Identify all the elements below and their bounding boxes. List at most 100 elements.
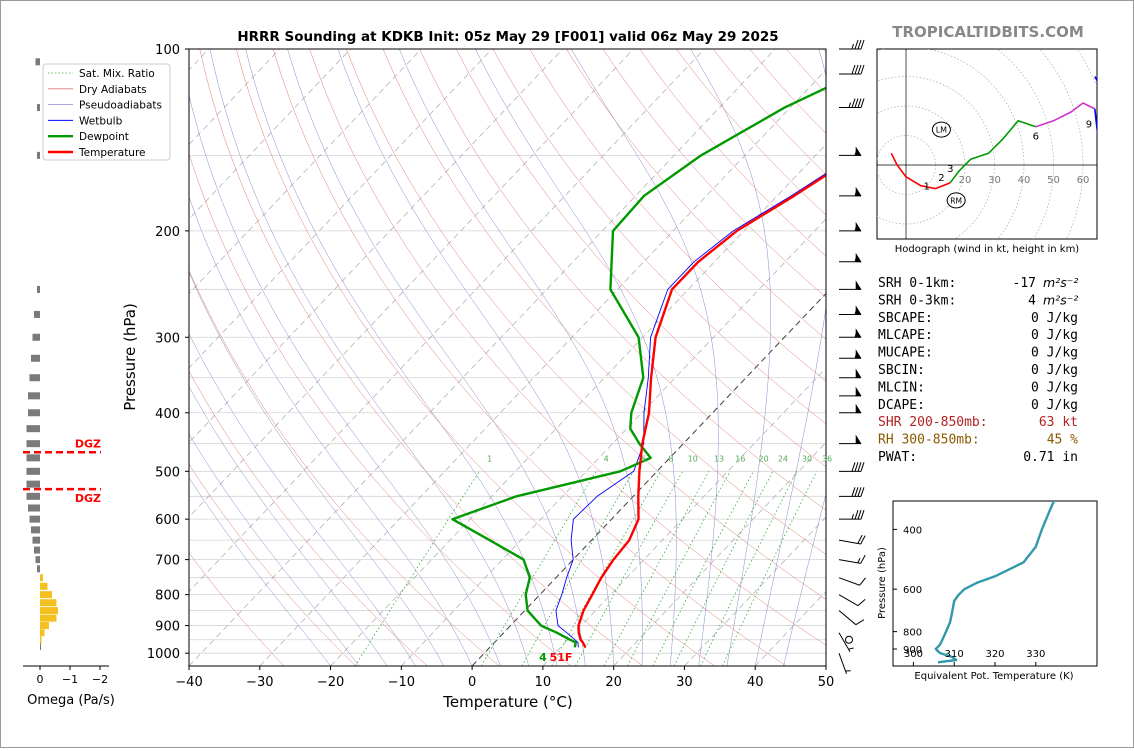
omega-bar [31, 526, 40, 533]
barb-full [861, 555, 866, 563]
x-tick-label: 20 [605, 675, 622, 690]
mixing-ratio-label: 1 [487, 455, 492, 464]
omega-bar [40, 583, 48, 590]
wind-barb [839, 595, 865, 606]
pseudoadiabat-line [164, 108, 473, 666]
mixing-ratio-label: 24 [778, 455, 788, 464]
param-label: DCAPE: [878, 398, 925, 413]
isotherm-line [331, 49, 917, 666]
hodograph-height-label: 6 [1033, 132, 1039, 143]
theta-e-y-tick-label: 600 [903, 585, 922, 596]
mixing-ratio-label: 13 [714, 455, 724, 464]
dry-adiabat-line [346, 49, 930, 666]
omega-bar [30, 516, 41, 523]
param-value: 0 J/kg [1031, 380, 1078, 395]
wind-barb [839, 65, 864, 74]
mixing-ratio-line [355, 471, 480, 666]
barb-full [860, 578, 866, 585]
barb-staff [839, 633, 850, 652]
omega-bar [27, 454, 41, 461]
hodograph-ring-label: 40 [1018, 175, 1031, 186]
mixing-ratio-line [701, 471, 797, 666]
y-tick-label: 800 [155, 589, 180, 604]
barb-full [855, 40, 858, 49]
figure-title: HRRR Sounding at KDKB Init: 05z May 29 [… [237, 29, 778, 45]
omega-bar [36, 556, 41, 563]
wind-barb [839, 188, 861, 196]
theta-e-x-label: Equivalent Pot. Temperature (K) [914, 671, 1073, 682]
param-label: MLCAPE: [878, 328, 933, 343]
barb-flag [856, 188, 861, 196]
param-label: MUCAPE: [878, 346, 933, 361]
omega-bar [28, 504, 40, 511]
barb-staff [839, 611, 856, 625]
param-value: -17 [1013, 276, 1036, 291]
wind-barb [839, 223, 861, 231]
wind-barb [839, 436, 861, 444]
param-value: 0 J/kg [1031, 311, 1078, 326]
wind-barb [839, 370, 861, 378]
skewt-ticks: 1002003004005006007008009001000−40−30−20… [147, 43, 834, 690]
y-tick-label: 700 [155, 554, 180, 569]
omega-bar [40, 615, 57, 622]
omega-bar [40, 636, 42, 643]
mixing-ratio-line [722, 471, 816, 666]
mixing-ratio-label: 10 [688, 455, 698, 464]
barb-full [858, 99, 861, 108]
omega-bar [40, 599, 57, 606]
omega-bar [40, 591, 52, 598]
hodograph-ring-label: 30 [988, 175, 1001, 186]
mixing-ratio-line [653, 471, 754, 666]
param-value: 0 J/kg [1031, 328, 1078, 343]
mixing-ratio-line [674, 471, 773, 666]
pseudoadiabat-line [210, 49, 529, 666]
barb-full [855, 65, 858, 74]
param-label: SHR 200-850mb: [878, 415, 988, 430]
x-tick-label: −30 [246, 675, 273, 690]
pseudoadiabat-line [691, 49, 771, 666]
wind-barb [839, 510, 864, 519]
dry-adiabat-line [236, 49, 714, 666]
omega-bar [27, 425, 41, 432]
omega-bar [28, 392, 40, 399]
theta-e-y-tick-label: 800 [903, 628, 922, 639]
param-value: 0 J/kg [1031, 346, 1078, 361]
dgz-label: DGZ [75, 492, 101, 505]
barb-full [852, 462, 855, 471]
param-unit: m²s⁻² [1043, 292, 1078, 307]
x-tick-label: 0 [468, 675, 476, 690]
barb-full [858, 487, 861, 496]
param-label: SRH 0-3km: [878, 293, 956, 308]
y-tick-label: 500 [155, 465, 180, 480]
barb-staff [839, 578, 860, 586]
pseudoadiabat-line [571, 49, 718, 666]
omega-bar [37, 565, 40, 572]
barb-flag [856, 436, 861, 444]
skewt-y-axis-label: Pressure (hPa) [121, 303, 139, 411]
legend-label-wetbulb: Wetbulb [79, 115, 123, 127]
storm-motion-label: RM [950, 196, 962, 205]
mixing-ratio-label: 30 [802, 455, 812, 464]
omega-bar [40, 574, 43, 581]
mixing-ratio-label: 4 [604, 455, 609, 464]
wind-barb [839, 388, 861, 396]
dry-adiabat-line [310, 49, 859, 666]
brand-watermark: TROPICALTIDBITS.COM [892, 23, 1084, 41]
barb-staff [839, 560, 861, 564]
theta-e-x-tick-label: 310 [945, 649, 964, 660]
barb-full [858, 65, 861, 74]
mixing-ratio-line [576, 471, 683, 666]
barb-full [855, 510, 858, 519]
legend-label-dewpoint: Dewpoint [79, 131, 129, 143]
hodograph-height-label: 1 [923, 182, 929, 193]
barb-flag [856, 223, 861, 231]
param-label: PWAT: [878, 450, 917, 465]
barb-full [852, 99, 855, 108]
omega-bar [30, 374, 41, 381]
hodograph-height-label: 2 [938, 173, 944, 184]
theta-e-x-tick-label: 320 [985, 649, 1004, 660]
barb-half [849, 103, 851, 108]
wind-barb [839, 611, 864, 625]
